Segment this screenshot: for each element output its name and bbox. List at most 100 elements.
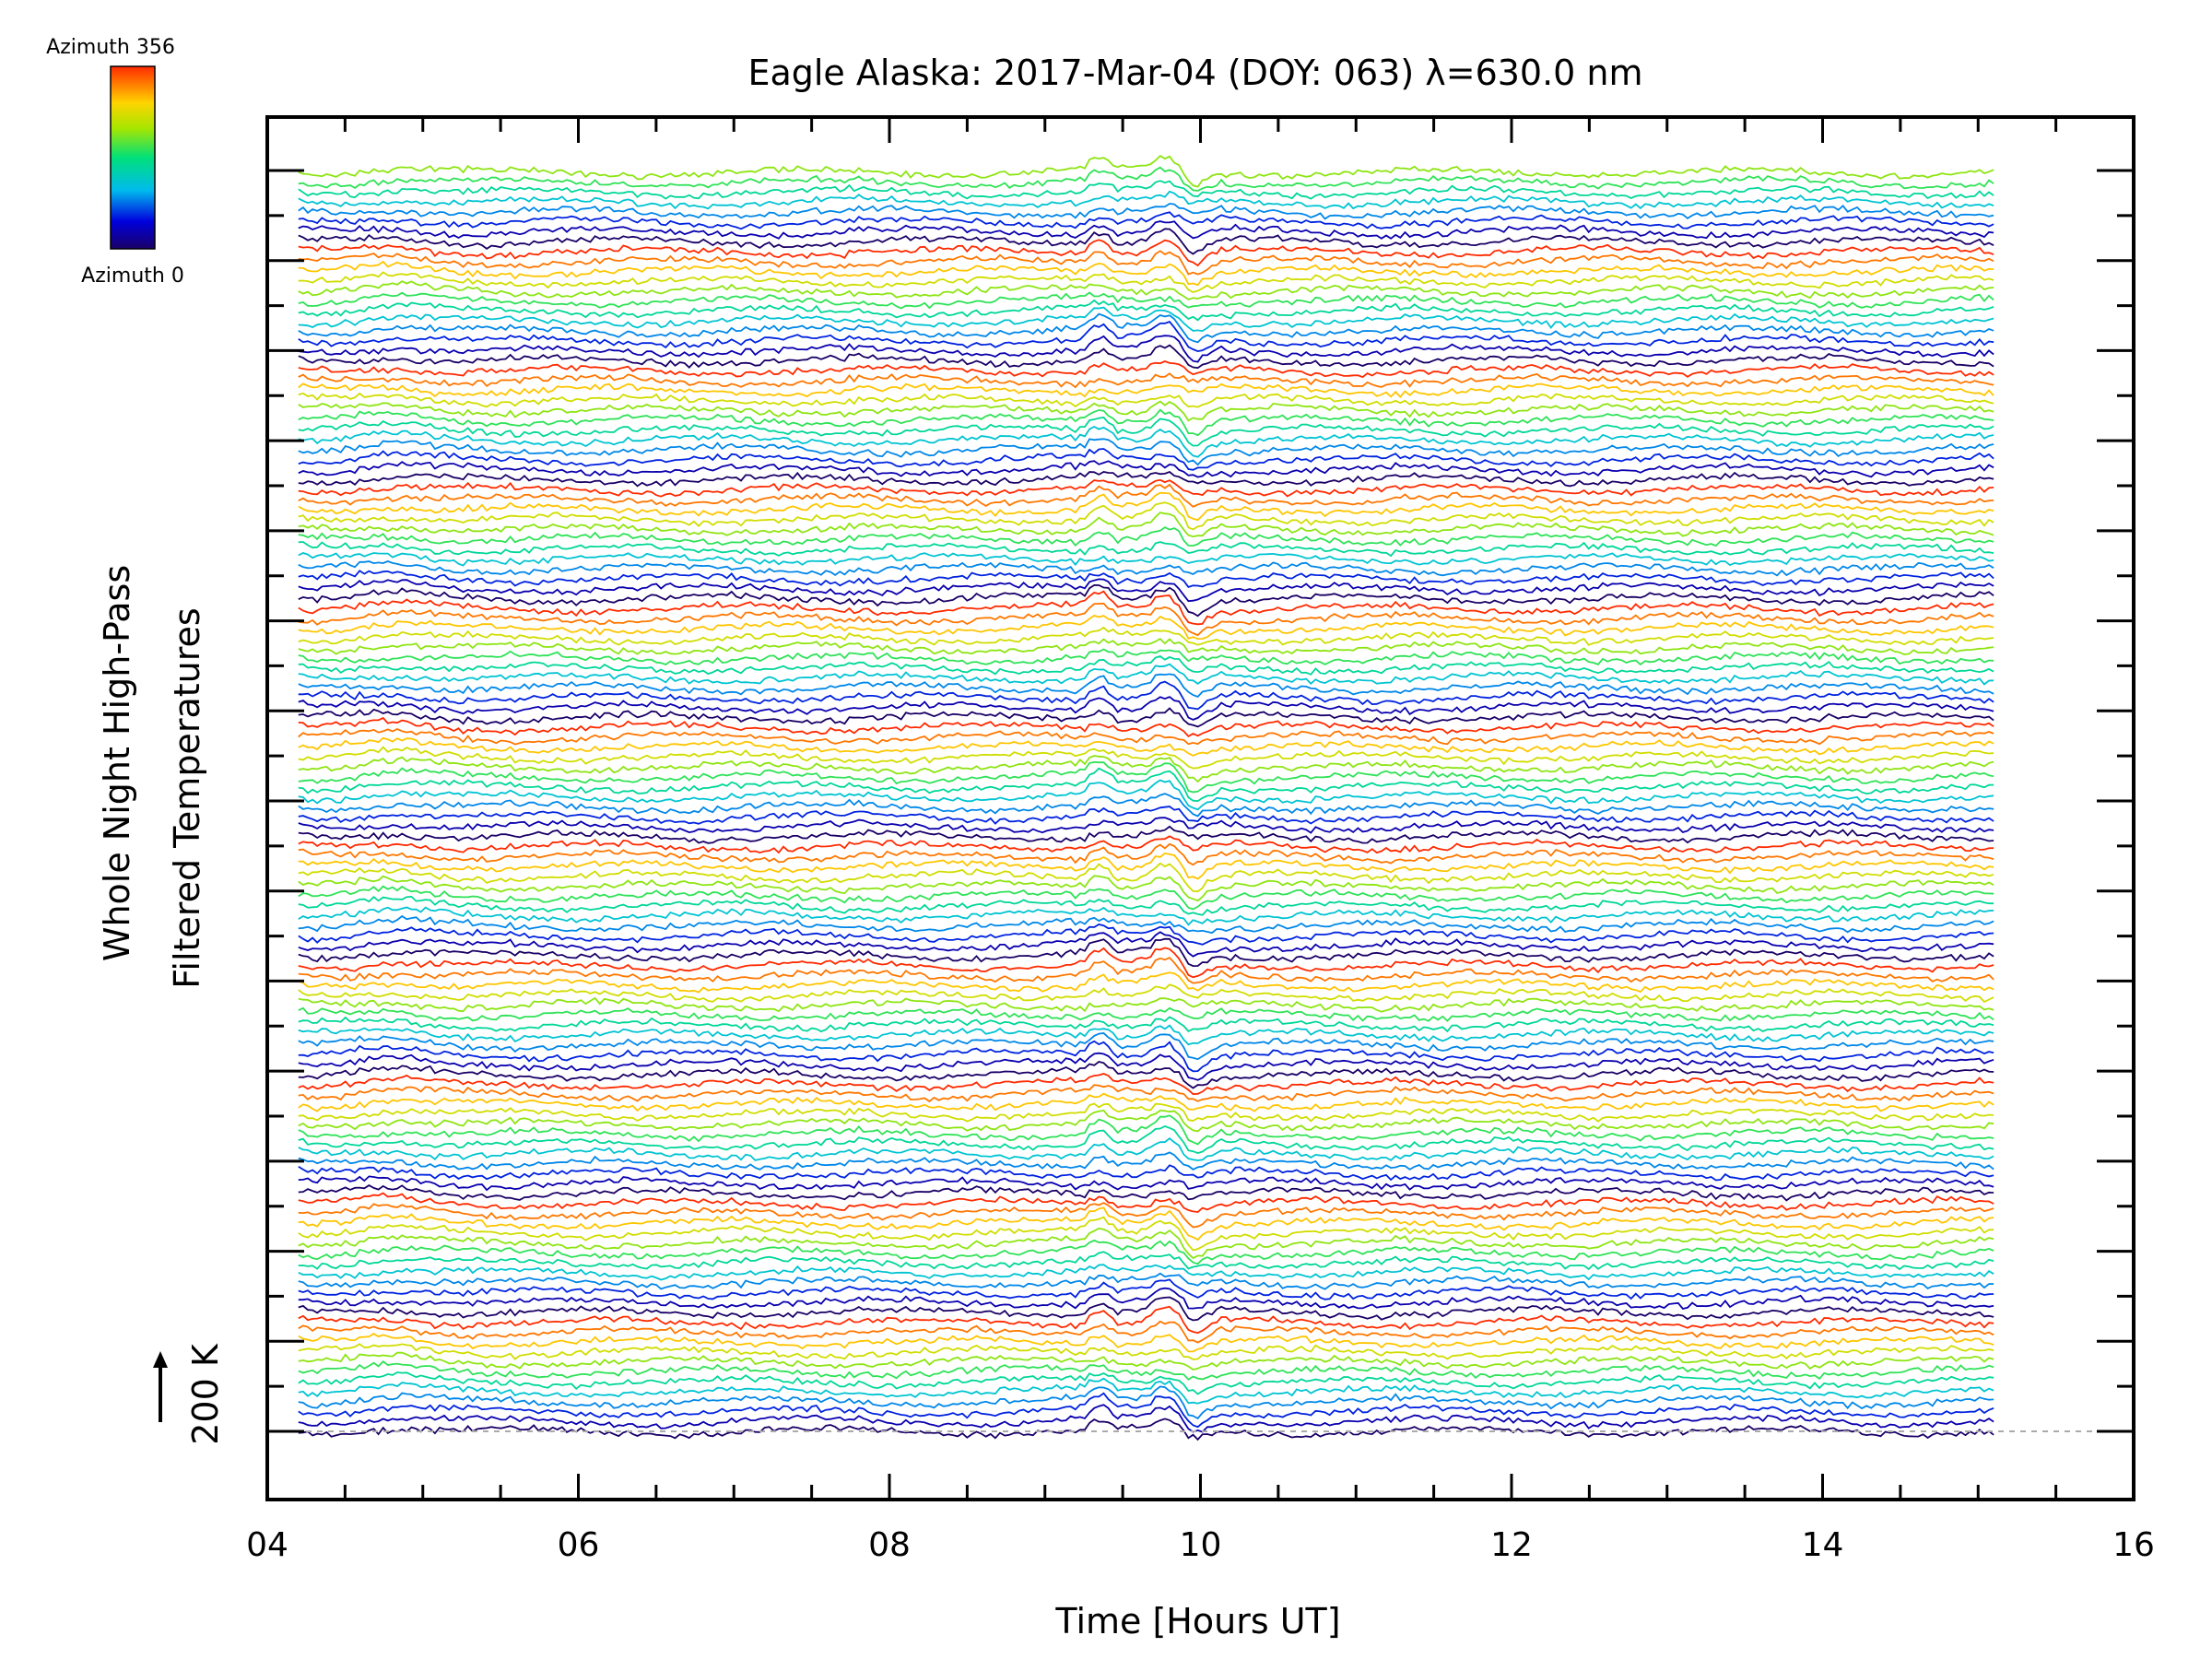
trace-line [298,1164,1994,1182]
trace-line [298,931,1994,958]
trace-line [298,460,1994,478]
trace-line [298,590,1994,626]
trace-line [298,779,1994,811]
trace-line [298,312,1994,344]
scale-label: 200 K [185,1343,226,1445]
colorbar: Azimuth 356 Azimuth 0 [46,36,184,288]
trace-line [298,885,1994,911]
trace-line [298,250,1994,276]
trace-line [298,1052,1994,1081]
trace-line [298,736,1994,757]
trace-line [298,1404,1994,1433]
trace-line [298,852,1994,880]
trace-line [298,1251,1994,1271]
x-tick-label: 08 [868,1526,911,1564]
trace-line [298,1296,1994,1322]
trace-line [298,416,1994,447]
trace-line [298,1061,1994,1089]
trace-line [298,793,1994,818]
trace-line [298,817,1994,834]
trace-lines [298,154,1994,1441]
trace-line [298,835,1994,854]
trace-line [298,1278,1994,1300]
trace-line [298,438,1994,466]
colorbar-gradient [110,65,156,250]
trace-line [298,1125,1994,1155]
trace-line [298,1272,1994,1290]
trace-line [298,271,1994,293]
trace-line [298,470,1994,488]
trace-line [298,299,1994,322]
trace-line [298,716,1994,738]
trace-line [298,707,1994,728]
trace-line [298,957,1994,984]
y-axis-label-line1: Whole Night High-Pass [97,565,137,961]
trace-line [298,825,1994,844]
trace-line [298,626,1994,646]
trace-line [298,448,1994,471]
trace-line [298,806,1994,825]
trace-line [298,673,1994,699]
trace-line [298,760,1994,794]
trace-line [298,924,1994,946]
chart-title: Eagle Alaska: 2017-Mar-04 (DOY: 063) λ=6… [747,53,1642,93]
trace-line [298,602,1994,637]
trace-line [298,1016,1994,1033]
trace-line [298,372,1994,389]
trace-line [298,1377,1994,1405]
trace-line [298,1175,1994,1192]
trace-line [298,1092,1994,1112]
trace-line [298,382,1994,398]
trace-line [298,1216,1994,1252]
trace-line [298,615,1994,641]
trace-line [298,425,1994,458]
trace-line [298,578,1994,603]
trace-line [298,1392,1994,1429]
x-tick-label: 14 [1802,1526,1844,1564]
trace-line [298,335,1994,363]
trace-line [298,655,1994,676]
trace-line [298,1137,1994,1162]
trace-line [298,321,1994,353]
trace-line [298,983,1994,1004]
trace-line [298,1006,1994,1022]
trace-line [298,541,1994,558]
scale-bar: 200 K [153,1343,226,1445]
x-tick-label: 12 [1490,1526,1533,1564]
trace-line [298,1151,1994,1171]
trace-line [298,937,1994,968]
trace-line [298,1114,1994,1146]
trace-line [298,637,1994,656]
trace-line [298,1360,1994,1381]
trace-line [298,280,1994,300]
trace-line [298,663,1994,686]
trace-line [298,166,1994,192]
trace-line [298,914,1994,935]
trace-line [298,1109,1994,1133]
trace-line [298,1239,1994,1265]
colorbar-bottom-label: Azimuth 0 [81,265,184,288]
trace-line [298,1418,1994,1441]
x-axis-label: Time [Hours UT] [1054,1601,1340,1641]
trace-line [298,1264,1994,1281]
trace-line [298,996,1994,1013]
trace-line [298,696,1994,721]
trace-line [298,1184,1994,1202]
trace-line [298,1192,1994,1214]
trace-line [298,1343,1994,1360]
trace-line [298,862,1994,893]
trace-line [298,728,1994,746]
trace-line [298,767,1994,803]
y-axis-label-line2: Filtered Temperatures [167,607,207,988]
trace-line [298,1084,1994,1103]
trace-line [298,1024,1994,1046]
colorbar-top-label: Azimuth 356 [46,36,175,59]
trace-line [298,1287,1994,1311]
x-axis: 04 06 08 10 12 14 16 [246,117,2155,1564]
trace-line [298,220,1994,240]
trace-line [298,239,1994,267]
trace-line [298,491,1994,522]
x-tick-label: 16 [2112,1526,2155,1564]
trace-line [298,755,1994,783]
